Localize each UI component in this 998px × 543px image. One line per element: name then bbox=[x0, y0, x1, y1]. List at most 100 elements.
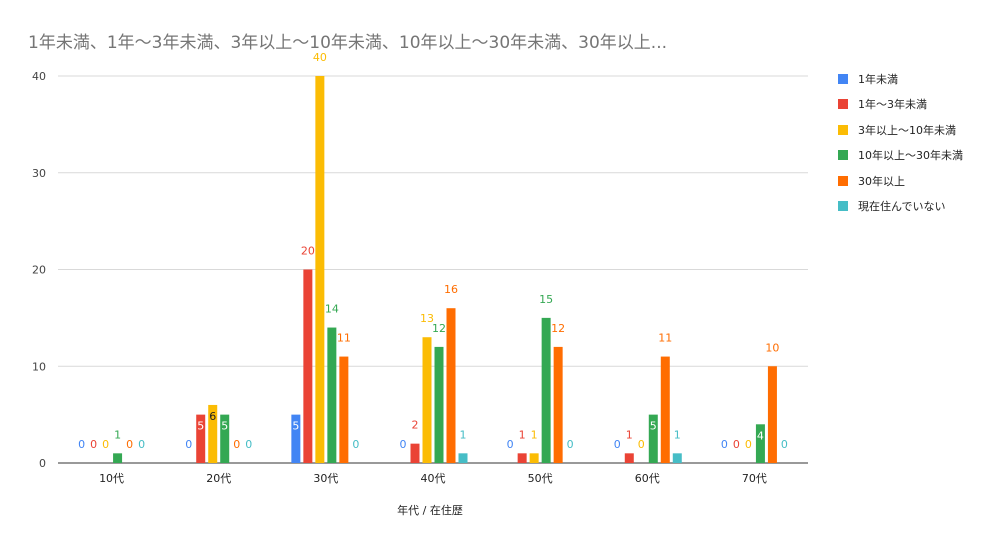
data-label: 1 bbox=[519, 428, 526, 441]
legend-swatch bbox=[838, 201, 848, 212]
y-tick-label: 10 bbox=[32, 360, 46, 373]
x-tick-label: 70代 bbox=[742, 472, 767, 485]
data-label: 0 bbox=[78, 438, 85, 451]
data-label: 16 bbox=[444, 283, 458, 296]
bar bbox=[303, 269, 313, 463]
data-label: 13 bbox=[420, 312, 434, 325]
data-label: 5 bbox=[197, 420, 204, 433]
data-label: 4 bbox=[757, 429, 764, 442]
data-label: 1 bbox=[531, 428, 538, 441]
y-tick-label: 30 bbox=[32, 167, 46, 180]
data-label: 0 bbox=[721, 438, 728, 451]
y-tick-label: 0 bbox=[39, 457, 46, 470]
legend-swatch bbox=[838, 99, 848, 110]
data-label: 0 bbox=[185, 438, 192, 451]
x-tick-label: 40代 bbox=[421, 472, 446, 485]
data-label: 0 bbox=[400, 438, 407, 451]
bar bbox=[327, 327, 337, 463]
data-label: 0 bbox=[90, 438, 97, 451]
legend-label: 1年未満 bbox=[858, 72, 898, 86]
data-label: 0 bbox=[507, 438, 514, 451]
data-label: 5 bbox=[221, 420, 228, 433]
bar bbox=[517, 453, 527, 463]
legend-label: 30年以上 bbox=[858, 174, 905, 188]
data-label: 15 bbox=[539, 293, 553, 306]
bar bbox=[660, 356, 670, 463]
legend-label: 10年以上～30年未満 bbox=[858, 149, 963, 163]
data-label: 12 bbox=[551, 322, 565, 335]
x-tick-label: 20代 bbox=[206, 472, 231, 485]
data-label: 0 bbox=[245, 438, 252, 451]
data-label: 0 bbox=[233, 438, 240, 451]
legend-item: 現在住んでいない bbox=[838, 194, 963, 220]
data-label: 1 bbox=[674, 428, 681, 441]
data-label: 0 bbox=[638, 438, 645, 451]
data-label: 0 bbox=[745, 438, 752, 451]
y-tick-label: 40 bbox=[32, 70, 46, 83]
bar bbox=[208, 404, 218, 463]
x-tick-label: 30代 bbox=[313, 472, 338, 485]
bar bbox=[458, 453, 468, 463]
bar bbox=[220, 414, 230, 463]
data-label: 10 bbox=[765, 341, 779, 354]
bar bbox=[113, 453, 123, 463]
bar bbox=[767, 366, 777, 463]
data-label: 0 bbox=[102, 438, 109, 451]
bar bbox=[446, 308, 456, 463]
bar bbox=[672, 453, 682, 463]
bar bbox=[755, 424, 765, 463]
data-label: 11 bbox=[337, 332, 351, 345]
data-label: 5 bbox=[292, 420, 299, 433]
y-tick-label: 20 bbox=[32, 264, 46, 277]
bar bbox=[553, 346, 563, 463]
legend-swatch bbox=[838, 175, 848, 186]
data-label: 0 bbox=[138, 438, 145, 451]
bar bbox=[315, 76, 325, 463]
x-axis-title: 年代 / 在住歴 bbox=[397, 504, 463, 517]
bar bbox=[434, 346, 444, 463]
legend-swatch bbox=[838, 124, 848, 135]
legend-item: 1年未満 bbox=[838, 66, 963, 92]
bar bbox=[624, 453, 634, 463]
legend-label: 3年以上～10年未満 bbox=[858, 123, 956, 137]
legend-label: 1年～3年未満 bbox=[858, 98, 927, 112]
data-label: 11 bbox=[658, 332, 672, 345]
bar bbox=[529, 453, 539, 463]
bar bbox=[339, 356, 349, 463]
legend-swatch bbox=[838, 150, 848, 161]
legend-label: 現在住んでいない bbox=[858, 200, 946, 214]
data-label: 0 bbox=[567, 438, 574, 451]
x-tick-label: 50代 bbox=[528, 472, 553, 485]
data-label: 14 bbox=[325, 303, 339, 316]
chart-title: 1年未満、1年～3年未満、3年以上～10年未満、10年以上～30年未満、30年以… bbox=[28, 33, 668, 53]
x-tick-label: 10代 bbox=[99, 472, 124, 485]
bar bbox=[422, 337, 432, 463]
data-label: 1 bbox=[460, 428, 467, 441]
legend-item: 1年～3年未満 bbox=[838, 92, 963, 118]
legend: 1年未満 1年～3年未満 3年以上～10年未満 10年以上～30年未満 30年以上現在住… bbox=[838, 66, 963, 219]
data-label: 0 bbox=[126, 438, 133, 451]
data-label: 40 bbox=[313, 51, 327, 64]
data-label: 20 bbox=[301, 245, 315, 258]
data-label: 6 bbox=[209, 410, 216, 423]
legend-swatch bbox=[838, 73, 848, 84]
data-label: 0 bbox=[352, 438, 359, 451]
bar bbox=[648, 414, 658, 463]
data-label: 12 bbox=[432, 322, 446, 335]
data-label: 0 bbox=[614, 438, 621, 451]
bar bbox=[291, 414, 301, 463]
x-tick-label: 60代 bbox=[635, 472, 660, 485]
data-label: 5 bbox=[650, 420, 657, 433]
legend-item: 30年以上 bbox=[838, 168, 963, 194]
data-label: 0 bbox=[733, 438, 740, 451]
data-label: 1 bbox=[626, 428, 633, 441]
bar bbox=[410, 443, 420, 463]
bar bbox=[196, 414, 206, 463]
legend-item: 10年以上～30年未満 bbox=[838, 143, 963, 169]
bar bbox=[541, 317, 551, 463]
data-label: 1 bbox=[114, 428, 121, 441]
data-label: 0 bbox=[781, 438, 788, 451]
legend-item: 3年以上～10年未満 bbox=[838, 117, 963, 143]
data-label: 2 bbox=[412, 419, 419, 432]
